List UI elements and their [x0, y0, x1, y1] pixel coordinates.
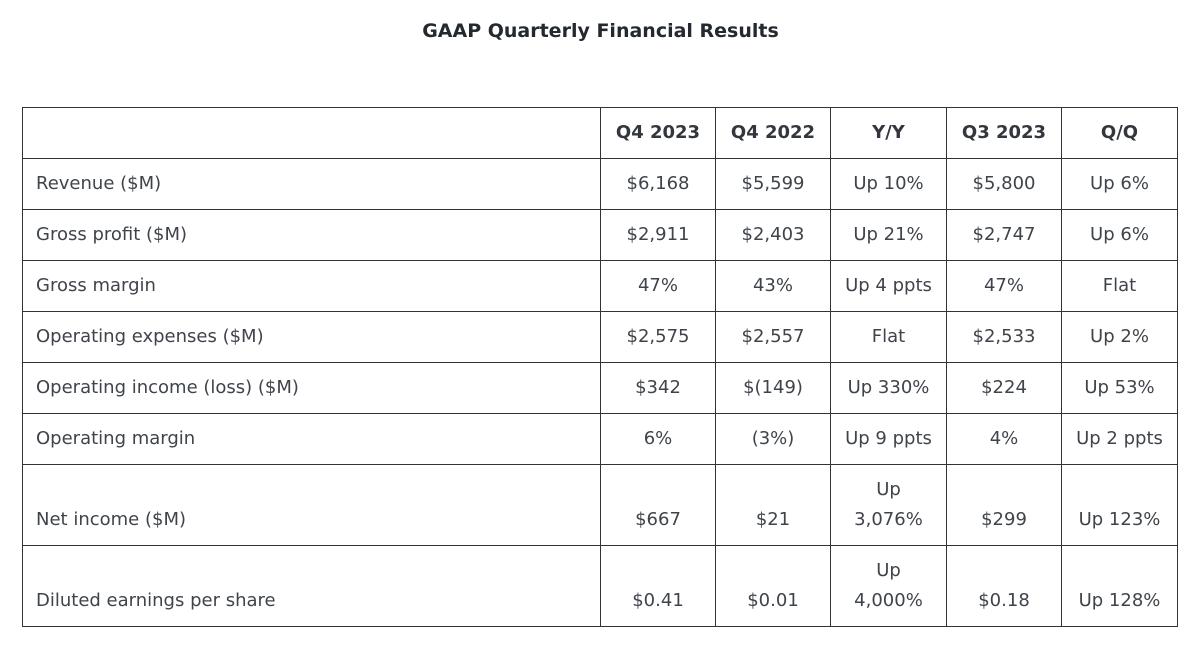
table-cell: $0.18 [946, 545, 1062, 627]
table-cell: $299 [946, 464, 1062, 546]
column-header-blank [22, 107, 601, 159]
table-cell: $2,557 [715, 311, 831, 363]
table-cell: $6,168 [600, 158, 716, 210]
table-cell: $2,575 [600, 311, 716, 363]
table-cell: $2,911 [600, 209, 716, 261]
table-cell: 6% [600, 413, 716, 465]
table-cell: Up 2 ppts [1061, 413, 1178, 465]
table-cell: Up 9 ppts [830, 413, 947, 465]
table-row-gross-margin: Gross margin 47% 43% Up 4 ppts 47% Flat [22, 260, 1178, 312]
column-header-q3-2023: Q3 2023 [946, 107, 1062, 159]
table-cell: $342 [600, 362, 716, 414]
table-cell: Up 53% [1061, 362, 1178, 414]
table-cell: 47% [600, 260, 716, 312]
table-cell: Up 4 ppts [830, 260, 947, 312]
header-row: Q4 2023 Q4 2022 Y/Y Q3 2023 Q/Q [22, 107, 1178, 159]
column-header-q4-2022: Q4 2022 [715, 107, 831, 159]
table-cell: $2,747 [946, 209, 1062, 261]
column-header-qoq: Q/Q [1061, 107, 1178, 159]
row-label: Net income ($M) [22, 464, 601, 546]
table-cell: Up 6% [1061, 158, 1178, 210]
table-cell: Up 330% [830, 362, 947, 414]
row-label: Gross profit ($M) [22, 209, 601, 261]
table-row-operating-expenses: Operating expenses ($M) $2,575 $2,557 Fl… [22, 311, 1178, 363]
table-cell: 43% [715, 260, 831, 312]
table-cell: Flat [830, 311, 947, 363]
table-cell: $0.41 [600, 545, 716, 627]
row-label: Revenue ($M) [22, 158, 601, 210]
row-label: Operating income (loss) ($M) [22, 362, 601, 414]
table-cell: Up 128% [1061, 545, 1178, 627]
table-cell: Up 10% [830, 158, 947, 210]
table-row-operating-income: Operating income (loss) ($M) $342 $(149)… [22, 362, 1178, 414]
table-row-net-income: Net income ($M) $667 $21 Up 3,076% $299 … [22, 464, 1178, 546]
table-cell: $(149) [715, 362, 831, 414]
row-label: Diluted earnings per share [22, 545, 601, 627]
table-cell: Up 123% [1061, 464, 1178, 546]
table-cell: $2,403 [715, 209, 831, 261]
table-cell: Up 6% [1061, 209, 1178, 261]
table-row-operating-margin: Operating margin 6% (3%) Up 9 ppts 4% Up… [22, 413, 1178, 465]
table-cell: Up 4,000% [830, 545, 947, 627]
row-label: Operating margin [22, 413, 601, 465]
column-header-yoy: Y/Y [830, 107, 947, 159]
page-title: GAAP Quarterly Financial Results [422, 20, 779, 42]
table-cell: Up 3,076% [830, 464, 947, 546]
row-label: Operating expenses ($M) [22, 311, 601, 363]
financial-results-table: Q4 2023 Q4 2022 Y/Y Q3 2023 Q/Q Revenue … [22, 107, 1178, 627]
table-cell: $21 [715, 464, 831, 546]
table-cell: $5,800 [946, 158, 1062, 210]
table-cell: $0.01 [715, 545, 831, 627]
table-cell: 4% [946, 413, 1062, 465]
table-row-gross-profit: Gross profit ($M) $2,911 $2,403 Up 21% $… [22, 209, 1178, 261]
table-cell: (3%) [715, 413, 831, 465]
table-cell: Flat [1061, 260, 1178, 312]
row-label: Gross margin [22, 260, 601, 312]
table-cell: Up 2% [1061, 311, 1178, 363]
column-header-q4-2023: Q4 2023 [600, 107, 716, 159]
table-cell: Up 21% [830, 209, 947, 261]
table-cell: $2,533 [946, 311, 1062, 363]
table-cell: $224 [946, 362, 1062, 414]
table-row-revenue: Revenue ($M) $6,168 $5,599 Up 10% $5,800… [22, 158, 1178, 210]
table-cell: 47% [946, 260, 1062, 312]
table-cell: $5,599 [715, 158, 831, 210]
table-cell: $667 [600, 464, 716, 546]
table-row-diluted-eps: Diluted earnings per share $0.41 $0.01 U… [22, 545, 1178, 627]
